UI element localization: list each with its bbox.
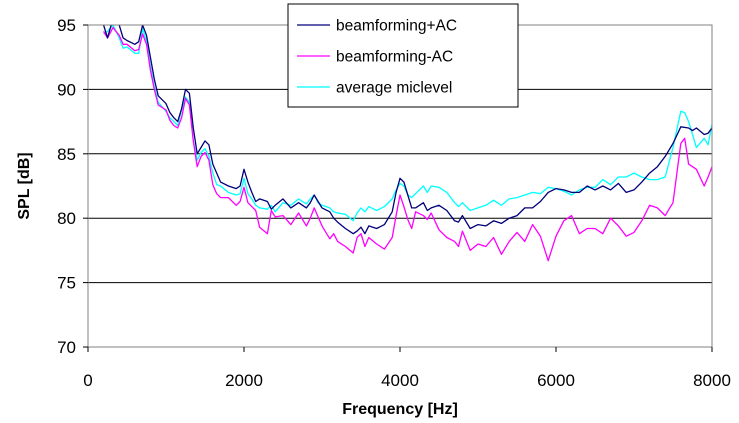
x-tick-label: 0 [83, 371, 92, 390]
y-tick-label: 95 [57, 16, 76, 35]
y-tick-label: 75 [57, 274, 76, 293]
y-axis-ticks: 70 75 80 85 90 95 [57, 16, 88, 357]
y-tick-label: 85 [57, 145, 76, 164]
series-line-beamforming-ac [102, 25, 712, 235]
y-tick-label: 80 [57, 209, 76, 228]
x-tick-label: 8000 [693, 371, 731, 390]
series-line-beamforming-ac [103, 26, 712, 262]
x-tick-label: 4000 [381, 371, 419, 390]
x-tick-label: 2000 [225, 371, 263, 390]
x-axis-title: Frequency [Hz] [342, 401, 458, 418]
x-axis-ticks: 0 2000 4000 6000 8000 [83, 347, 731, 390]
y-tick-label: 90 [57, 80, 76, 99]
y-tick-label: 70 [57, 338, 76, 357]
legend-label: beamforming-AC [336, 49, 453, 66]
x-tick-label: 6000 [537, 371, 575, 390]
legend: beamforming+AC beamforming-AC average micl… [287, 3, 519, 108]
y-axis-title: SPL [dB] [16, 152, 33, 219]
legend-label: average miclevel [336, 80, 452, 97]
legend-label: beamforming+AC [336, 18, 457, 35]
plot-lines [102, 25, 712, 262]
